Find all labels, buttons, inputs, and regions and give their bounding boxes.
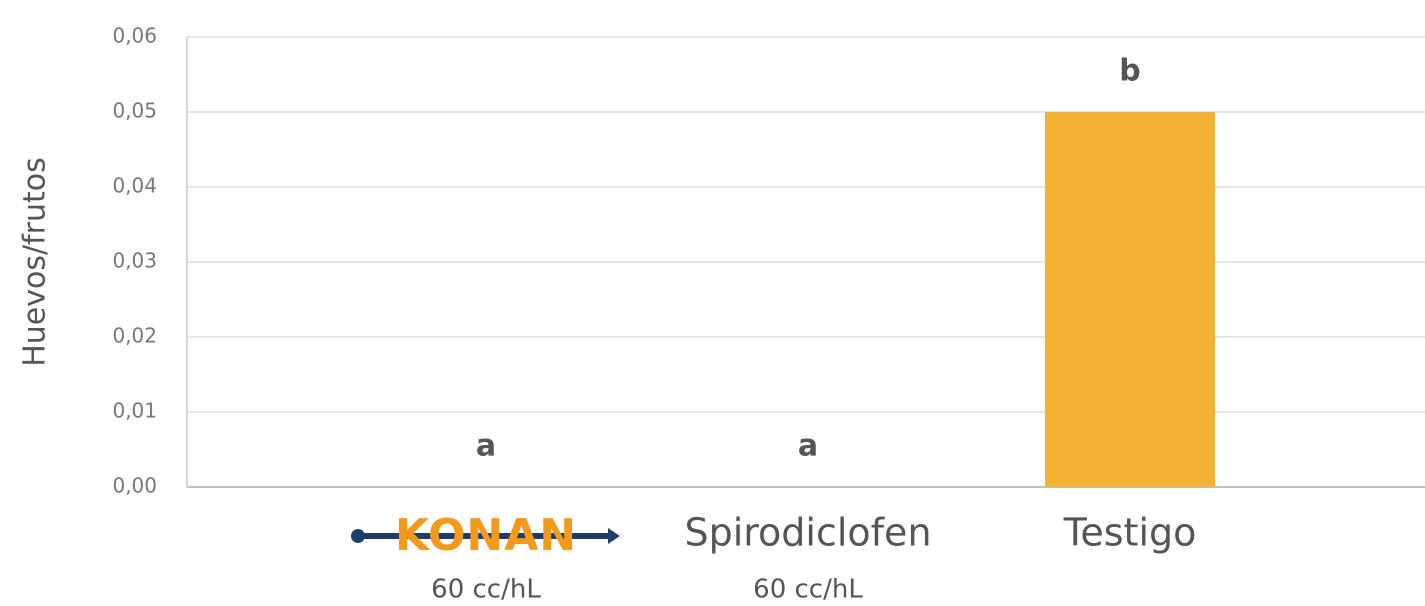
significance-label: a <box>798 429 818 464</box>
logo-dot <box>351 529 365 543</box>
logo: KONAN <box>351 510 620 561</box>
logo-arrow <box>608 528 620 544</box>
bar <box>1045 112 1215 487</box>
x-tick-sublabel: 60 cc/hL <box>753 575 863 605</box>
y-tick-label: 0,05 <box>112 99 157 123</box>
y-tick-label: 0,00 <box>112 474 157 498</box>
y-tick-label: 0,03 <box>112 249 157 273</box>
y-tick-label: 0,02 <box>112 324 157 348</box>
y-tick-label: 0,01 <box>112 399 157 423</box>
y-tick-label: 0,06 <box>112 24 157 48</box>
x-tick-label: Testigo <box>1063 511 1197 555</box>
y-axis-label: Huevos/frutos <box>18 157 53 367</box>
x-tick-sublabel: 60 cc/hL <box>431 575 541 605</box>
significance-label: a <box>476 429 496 464</box>
x-tick-label: KONAN <box>395 510 577 561</box>
significance-label: b <box>1119 54 1140 89</box>
x-tick-label: Spirodiclofen <box>684 511 931 555</box>
y-tick-label: 0,04 <box>112 174 157 198</box>
